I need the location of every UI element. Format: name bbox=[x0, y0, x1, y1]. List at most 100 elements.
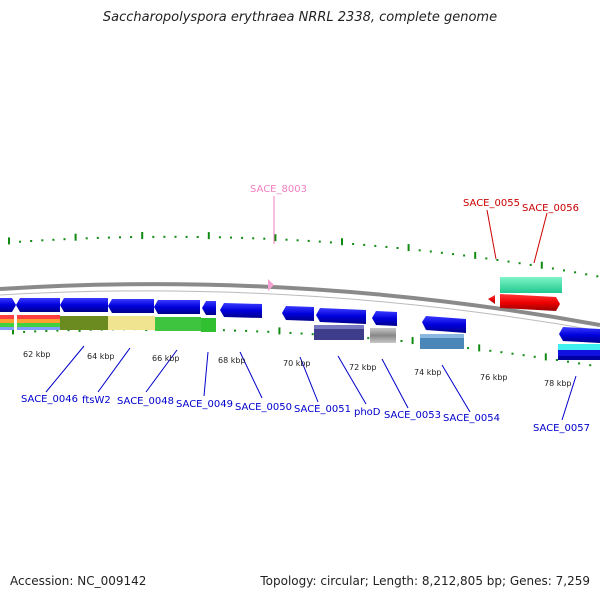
major-tick bbox=[478, 344, 481, 352]
minor-tick bbox=[307, 239, 310, 242]
minor-tick bbox=[130, 236, 133, 239]
genome-backbone-inner bbox=[0, 290, 600, 332]
minor-tick bbox=[567, 360, 569, 363]
gene-arrow-red-small[interactable] bbox=[488, 295, 495, 304]
gene-arrow[interactable] bbox=[220, 303, 262, 318]
minor-tick bbox=[467, 347, 470, 350]
minor-tick bbox=[52, 238, 55, 241]
minor-tick bbox=[245, 329, 248, 332]
gene-label-sace-0051[interactable]: SACE_0051 bbox=[294, 404, 351, 415]
minor-tick bbox=[585, 273, 588, 276]
minor-tick bbox=[45, 330, 48, 332]
minor-tick bbox=[385, 245, 388, 248]
gene-label-sace-0049[interactable]: SACE_0049 bbox=[176, 399, 233, 410]
gene-arrow[interactable] bbox=[316, 308, 366, 324]
minor-tick bbox=[296, 239, 299, 242]
gene-arrow[interactable] bbox=[202, 301, 216, 315]
gene-arrow[interactable] bbox=[282, 306, 314, 321]
minor-tick bbox=[511, 352, 514, 355]
gene-label-sace-0054[interactable]: SACE_0054 bbox=[443, 413, 500, 424]
major-tick bbox=[341, 238, 343, 246]
gene-arrow[interactable] bbox=[559, 327, 600, 343]
reverse-genes[interactable] bbox=[268, 277, 562, 311]
label-leaders bbox=[45, 196, 577, 421]
minor-tick bbox=[452, 253, 454, 256]
minor-tick bbox=[41, 239, 44, 242]
gene-arrow[interactable] bbox=[372, 311, 397, 326]
gene-arrow[interactable] bbox=[0, 298, 16, 312]
major-tick bbox=[74, 233, 77, 241]
gene-arrow-red[interactable] bbox=[500, 294, 560, 311]
minor-tick bbox=[289, 331, 292, 334]
minor-tick bbox=[96, 236, 99, 239]
gene-label-sace-8003[interactable]: SACE_8003 bbox=[250, 184, 307, 195]
minor-tick bbox=[396, 247, 399, 249]
minor-tick bbox=[230, 236, 232, 239]
minor-tick bbox=[596, 275, 599, 278]
sace-8003-marker[interactable] bbox=[268, 279, 274, 291]
minor-tick bbox=[119, 236, 121, 239]
gene-label-sace-0055[interactable]: SACE_0055 bbox=[463, 198, 520, 209]
minor-tick bbox=[152, 235, 155, 238]
scale-label: 68 kbp bbox=[218, 356, 246, 365]
gene-arrow[interactable] bbox=[60, 298, 108, 312]
minor-tick bbox=[518, 262, 521, 265]
gene-arrow[interactable] bbox=[108, 299, 154, 313]
major-tick bbox=[474, 251, 477, 259]
gene-label-phod[interactable]: phoD bbox=[354, 407, 381, 418]
minor-tick bbox=[589, 364, 592, 367]
minor-tick bbox=[19, 240, 22, 243]
gene-label-sace-0056[interactable]: SACE_0056 bbox=[522, 203, 579, 214]
gene-arrow[interactable] bbox=[16, 298, 60, 312]
minor-tick bbox=[30, 240, 33, 242]
gene-arrow[interactable] bbox=[422, 316, 466, 333]
major-tick bbox=[407, 244, 410, 252]
minor-tick bbox=[352, 243, 355, 245]
minor-tick bbox=[256, 330, 259, 333]
minor-tick bbox=[285, 238, 288, 241]
minor-tick bbox=[367, 337, 370, 340]
minor-tick bbox=[574, 271, 577, 274]
gene-label-sace-0048[interactable]: SACE_0048 bbox=[117, 396, 174, 407]
minor-tick bbox=[533, 355, 536, 358]
scale-label: 70 kbp bbox=[283, 359, 311, 368]
genome-backbone bbox=[0, 282, 600, 327]
minor-tick bbox=[500, 351, 503, 354]
gene-arrow[interactable] bbox=[154, 300, 200, 314]
scale-labels: 62 kbp 64 kbp 66 kbp 68 kbp 70 kbp 72 kb… bbox=[23, 350, 572, 388]
gc-tracks bbox=[0, 315, 60, 330]
gene-label-sace-0050[interactable]: SACE_0050 bbox=[235, 402, 292, 413]
minor-tick bbox=[107, 236, 110, 239]
major-tick bbox=[274, 234, 277, 242]
minor-tick bbox=[374, 244, 377, 247]
gene-label-sace-0057[interactable]: SACE_0057 bbox=[533, 423, 590, 434]
minor-tick bbox=[551, 267, 554, 270]
gene-label-sace-0053[interactable]: SACE_0053 bbox=[384, 410, 441, 421]
gene-label-ftsw2[interactable]: ftsW2 bbox=[82, 395, 111, 406]
major-tick bbox=[8, 237, 10, 245]
genome-summary-text: Topology: circular; Length: 8,212,805 bp… bbox=[260, 574, 590, 588]
minor-tick bbox=[163, 235, 166, 238]
major-tick bbox=[141, 232, 144, 239]
minor-tick bbox=[63, 238, 66, 241]
minor-tick bbox=[318, 240, 321, 243]
gene-block-teal[interactable] bbox=[500, 277, 562, 293]
minor-tick bbox=[563, 269, 565, 272]
scale-label: 72 kbp bbox=[349, 363, 377, 372]
minor-tick bbox=[196, 236, 199, 238]
forward-genes[interactable] bbox=[0, 298, 600, 343]
minor-tick bbox=[252, 237, 255, 240]
minor-tick bbox=[222, 329, 225, 332]
minor-tick bbox=[463, 254, 466, 257]
minor-tick bbox=[529, 263, 532, 266]
minor-tick bbox=[496, 259, 499, 261]
minor-tick bbox=[507, 260, 510, 263]
minor-tick bbox=[555, 359, 558, 361]
gene-labels[interactable]: SACE_8003 SACE_0055 SACE_0056 SACE_0046 … bbox=[21, 184, 590, 434]
minor-tick bbox=[578, 362, 581, 365]
scale-label: 74 kbp bbox=[414, 368, 442, 377]
minor-tick bbox=[329, 241, 332, 244]
gene-label-sace-0046[interactable]: SACE_0046 bbox=[21, 394, 78, 405]
scale-label: 66 kbp bbox=[152, 354, 180, 363]
